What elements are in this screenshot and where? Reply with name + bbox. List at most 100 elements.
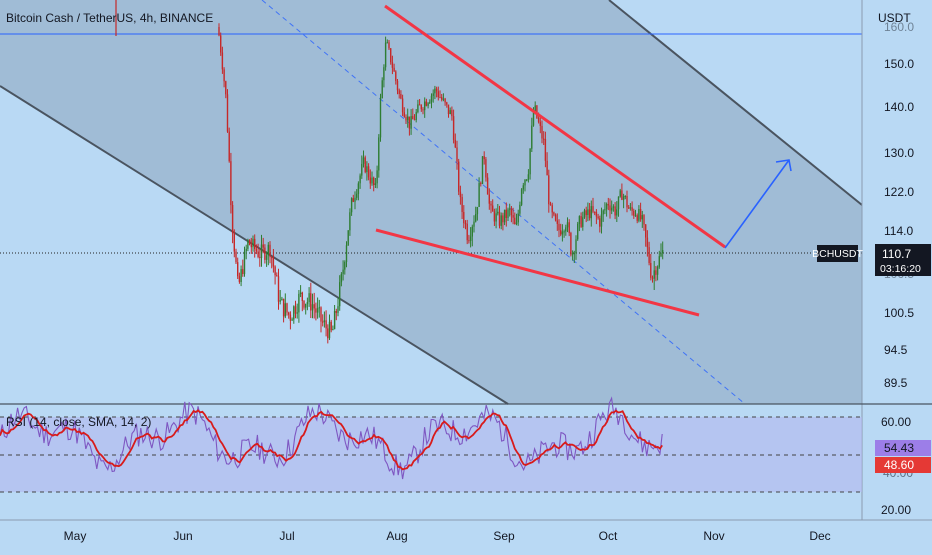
candle-body xyxy=(537,117,540,122)
candle-body xyxy=(259,256,261,258)
candle-body xyxy=(612,206,615,208)
candle-body xyxy=(570,233,572,255)
candle-body xyxy=(340,273,343,283)
candle-body xyxy=(590,206,592,219)
candle-body xyxy=(335,311,337,313)
candle-body xyxy=(254,238,256,249)
price-tick: 140.0 xyxy=(884,100,914,114)
candle-body xyxy=(534,105,536,113)
candle-body xyxy=(398,90,400,94)
candle-body xyxy=(264,247,266,260)
candle-body xyxy=(502,215,504,223)
candle-body xyxy=(405,117,407,121)
candle-body xyxy=(658,256,660,267)
candle-body xyxy=(265,255,268,260)
candle-body xyxy=(306,302,309,304)
candle-body xyxy=(231,205,234,234)
candle-body xyxy=(362,157,365,164)
candle-body xyxy=(611,207,613,211)
candle-body xyxy=(267,244,269,256)
channel-mid-line[interactable] xyxy=(261,0,746,405)
candle-body xyxy=(413,119,416,121)
projection-arrow[interactable] xyxy=(724,159,790,249)
rsi-sma-badge[interactable] xyxy=(875,457,931,473)
candle-body xyxy=(536,105,538,118)
candle-body xyxy=(274,266,276,276)
candle-body xyxy=(425,101,428,106)
candle-body xyxy=(230,161,232,206)
candle-body xyxy=(624,196,626,197)
candle-body xyxy=(602,210,604,215)
time-label: Oct xyxy=(599,529,618,543)
candle-body xyxy=(449,110,451,114)
candle-body xyxy=(356,193,358,198)
last-price-value: 110.7 xyxy=(882,247,911,261)
candle-body xyxy=(553,212,555,215)
rsi-sma-value: 48.60 xyxy=(884,458,914,472)
rsi-value-badge[interactable] xyxy=(875,440,931,456)
candle-body xyxy=(441,97,443,100)
candle-body xyxy=(563,231,565,233)
rsi-band xyxy=(0,417,862,492)
candle-body xyxy=(505,209,507,218)
candle-body xyxy=(337,306,339,313)
rsi-label: RSI (14, close, SMA, 14, 2) xyxy=(6,415,151,429)
candle-body xyxy=(344,262,346,270)
candle-body xyxy=(342,269,344,274)
candle-body xyxy=(243,251,246,275)
candle-body xyxy=(617,196,620,210)
candle-body xyxy=(225,81,227,95)
candle-body xyxy=(485,159,487,178)
candle-body xyxy=(546,160,548,176)
symbol-badge[interactable] xyxy=(817,245,858,262)
candle-body xyxy=(410,116,412,129)
candle-body xyxy=(323,320,326,323)
candle-body xyxy=(305,303,307,308)
candle-body xyxy=(361,163,363,176)
candle-body xyxy=(391,62,394,68)
descending-channel[interactable] xyxy=(0,0,862,404)
candle-body xyxy=(600,214,603,227)
candle-body xyxy=(660,253,662,257)
wedge-lower-line[interactable] xyxy=(375,228,700,317)
candle-body xyxy=(488,194,490,204)
candle-series xyxy=(115,0,664,344)
candle-body xyxy=(490,203,492,206)
candle-body xyxy=(634,215,637,217)
candle-body xyxy=(350,198,353,213)
candle-body xyxy=(354,197,356,202)
candle-body xyxy=(315,308,317,313)
candle-body xyxy=(543,138,545,140)
candle-body xyxy=(352,198,354,202)
candle-body xyxy=(311,304,314,311)
candle-body xyxy=(527,174,530,180)
time-label: Aug xyxy=(386,529,407,543)
price-tick: 94.5 xyxy=(884,343,908,357)
candle-body xyxy=(454,139,456,148)
candle-body xyxy=(541,125,543,139)
candle-body xyxy=(272,258,275,267)
wedge-upper-line[interactable] xyxy=(384,4,726,249)
candle-body xyxy=(451,110,453,117)
candle-body xyxy=(599,218,601,227)
candle-body xyxy=(638,209,640,221)
candle-body xyxy=(252,238,254,248)
candle-body xyxy=(493,211,496,222)
candle-body xyxy=(626,196,628,208)
candle-body xyxy=(237,262,239,277)
candle-body xyxy=(587,209,589,215)
candle-body xyxy=(435,88,438,92)
candle-body xyxy=(548,175,550,205)
candle-body xyxy=(303,300,305,308)
candle-body xyxy=(396,80,399,91)
candle-body xyxy=(512,215,514,218)
time-label: Dec xyxy=(809,529,830,543)
candle-body xyxy=(294,306,297,314)
last-price-badge[interactable] xyxy=(875,244,931,276)
candle-body xyxy=(429,101,431,104)
projection-arrowhead[interactable] xyxy=(775,159,792,172)
candle-body xyxy=(430,95,433,102)
candle-body xyxy=(532,112,535,126)
candle-body xyxy=(616,209,618,216)
